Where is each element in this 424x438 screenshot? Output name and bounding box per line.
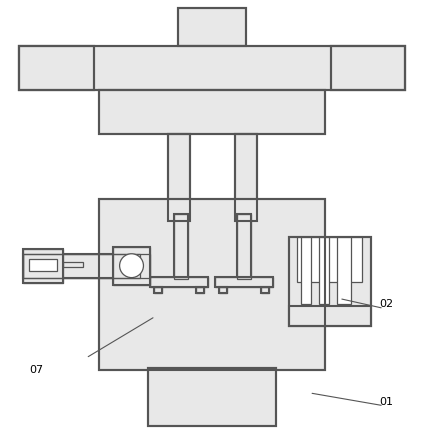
- Bar: [331, 47, 405, 91]
- Bar: [19, 47, 94, 91]
- Bar: [19, 47, 94, 91]
- Bar: [23, 254, 151, 278]
- Bar: [148, 368, 276, 426]
- Bar: [178, 9, 246, 47]
- Bar: [99, 91, 325, 134]
- Bar: [337, 237, 351, 305]
- Bar: [196, 287, 204, 293]
- Bar: [23, 254, 140, 278]
- Bar: [19, 47, 405, 91]
- Bar: [219, 287, 227, 293]
- Bar: [261, 287, 269, 293]
- Bar: [290, 237, 371, 327]
- Bar: [237, 215, 251, 279]
- Bar: [23, 254, 140, 278]
- Text: 02: 02: [379, 299, 393, 309]
- Bar: [23, 249, 63, 283]
- Bar: [99, 200, 325, 370]
- Bar: [23, 249, 63, 283]
- Bar: [148, 368, 276, 426]
- Bar: [29, 259, 57, 271]
- Bar: [301, 237, 311, 305]
- Bar: [178, 9, 246, 47]
- Bar: [99, 200, 325, 370]
- Bar: [290, 307, 371, 327]
- Bar: [235, 134, 257, 222]
- Bar: [113, 247, 151, 285]
- Text: 07: 07: [29, 364, 43, 374]
- Bar: [319, 237, 329, 305]
- Bar: [215, 277, 273, 287]
- Text: 01: 01: [379, 396, 393, 406]
- Bar: [151, 277, 208, 287]
- Bar: [63, 262, 83, 267]
- Bar: [113, 247, 151, 285]
- Bar: [237, 215, 251, 279]
- Bar: [196, 287, 204, 293]
- Bar: [290, 237, 371, 327]
- Bar: [261, 287, 269, 293]
- Bar: [219, 287, 227, 293]
- Bar: [235, 134, 257, 222]
- Bar: [174, 215, 188, 279]
- Bar: [168, 134, 190, 222]
- Circle shape: [120, 254, 143, 278]
- Bar: [19, 47, 405, 91]
- Bar: [174, 215, 188, 279]
- Bar: [154, 287, 162, 293]
- Bar: [99, 91, 325, 134]
- Bar: [168, 134, 190, 222]
- Bar: [331, 47, 405, 91]
- Bar: [154, 287, 162, 293]
- Bar: [151, 277, 208, 287]
- Bar: [298, 237, 362, 282]
- Bar: [215, 277, 273, 287]
